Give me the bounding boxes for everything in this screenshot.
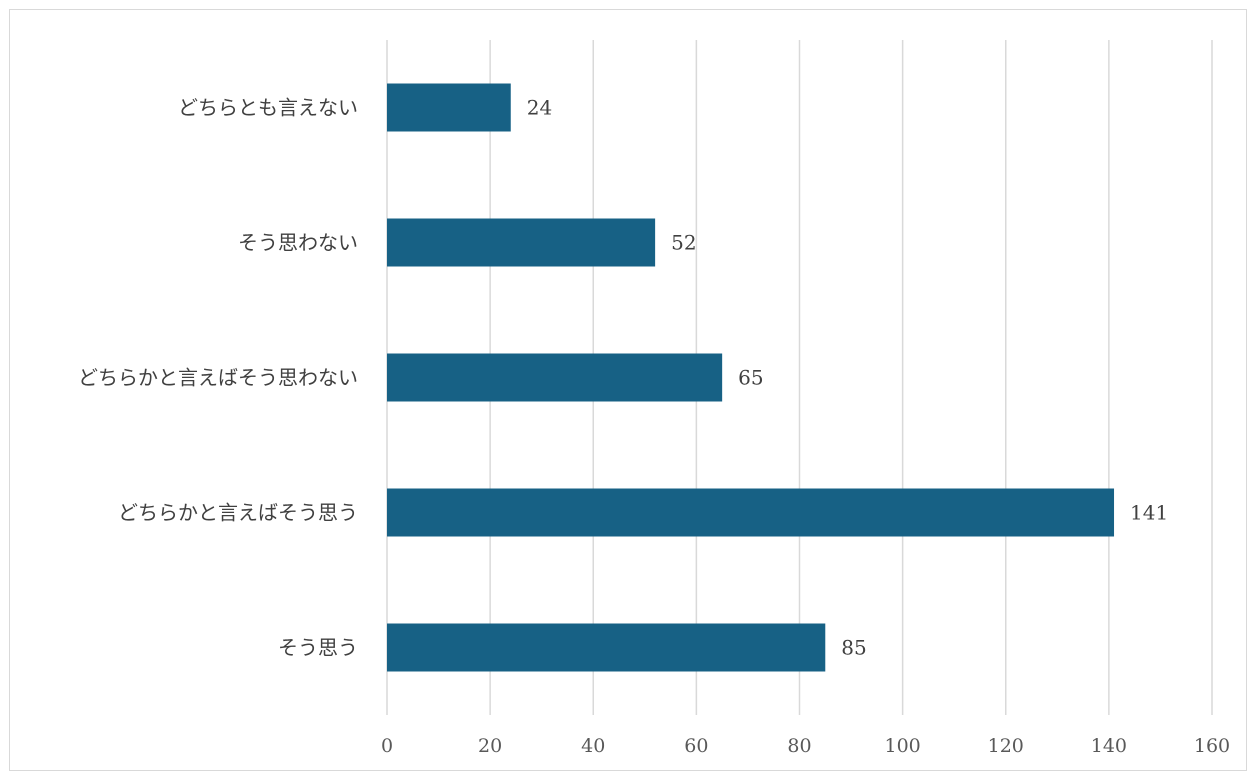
x-tick-label: 140 <box>1091 735 1127 757</box>
bar <box>387 488 1115 537</box>
data-label: 52 <box>671 231 696 255</box>
bars <box>387 83 1115 672</box>
data-label: 85 <box>841 636 866 660</box>
data-label: 65 <box>738 366 763 390</box>
x-axis-tick-labels: 0 20 40 60 80 100 120 140 160 <box>381 735 1230 757</box>
x-tick-label: 80 <box>787 735 811 757</box>
x-tick-label: 160 <box>1194 735 1230 757</box>
data-labels: 24 52 65 141 85 <box>527 96 1168 660</box>
x-tick-label: 120 <box>988 735 1024 757</box>
bar <box>387 353 723 402</box>
category-label: どちらとも言えない <box>178 96 358 120</box>
x-tick-label: 40 <box>581 735 605 757</box>
bar <box>387 218 656 267</box>
x-tick-label: 60 <box>684 735 708 757</box>
data-label: 141 <box>1130 501 1168 525</box>
x-tick-label: 0 <box>381 735 393 757</box>
gridlines <box>386 40 1213 715</box>
bar <box>387 623 826 672</box>
bar <box>387 83 511 132</box>
x-tick-label: 100 <box>884 735 920 757</box>
data-label: 24 <box>527 96 552 120</box>
category-labels: どちらとも言えないそう思わないどちらかと言えばそう思わないどちらかと言えばそう思… <box>78 96 358 660</box>
category-label: そう思う <box>278 636 358 660</box>
category-label: そう思わない <box>238 231 358 255</box>
x-tick-label: 20 <box>478 735 502 757</box>
category-label: どちらかと言えばそう思わない <box>78 366 358 390</box>
category-label: どちらかと言えばそう思う <box>118 501 358 525</box>
